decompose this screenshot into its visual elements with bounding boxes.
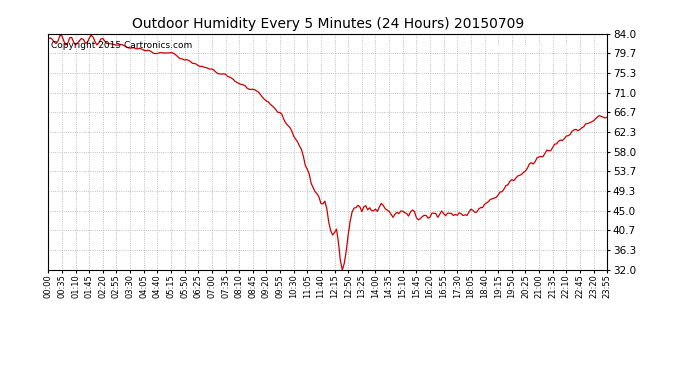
Title: Outdoor Humidity Every 5 Minutes (24 Hours) 20150709: Outdoor Humidity Every 5 Minutes (24 Hou… — [132, 17, 524, 31]
Text: Copyright 2015 Cartronics.com: Copyright 2015 Cartronics.com — [51, 41, 193, 50]
